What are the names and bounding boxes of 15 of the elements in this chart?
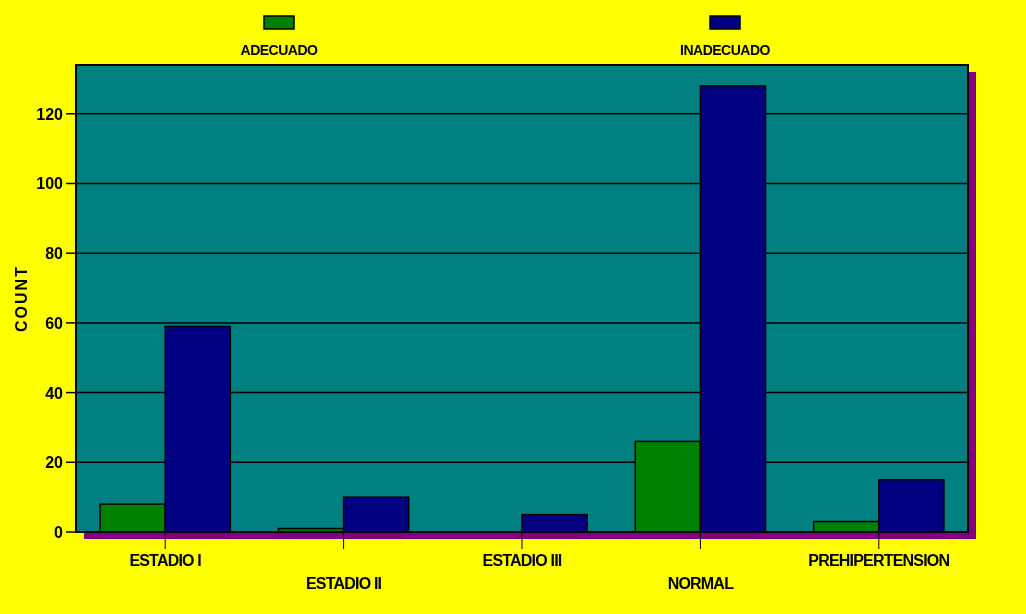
x-tick-label: ESTADIO II <box>305 575 382 592</box>
y-axis-title: COUNT <box>13 265 30 332</box>
y-tick-label: 100 <box>36 175 64 193</box>
y-tick-label: 120 <box>36 105 64 123</box>
y-tick-label: 60 <box>45 314 64 332</box>
x-tick-label: PREHIPERTENSION <box>808 552 950 569</box>
legend-label: ADECUADO <box>240 42 319 58</box>
y-tick-label: 80 <box>45 245 64 263</box>
x-tick-label: ESTADIO III <box>482 552 562 569</box>
y-tick-label: 0 <box>54 524 64 541</box>
y-tick-label: 20 <box>45 454 64 472</box>
x-tick-label: ESTADIO I <box>129 552 202 569</box>
legend-label: INADECUADO <box>680 42 771 58</box>
x-tick-label: NORMAL <box>667 575 735 592</box>
y-tick-label: 40 <box>45 384 64 402</box>
